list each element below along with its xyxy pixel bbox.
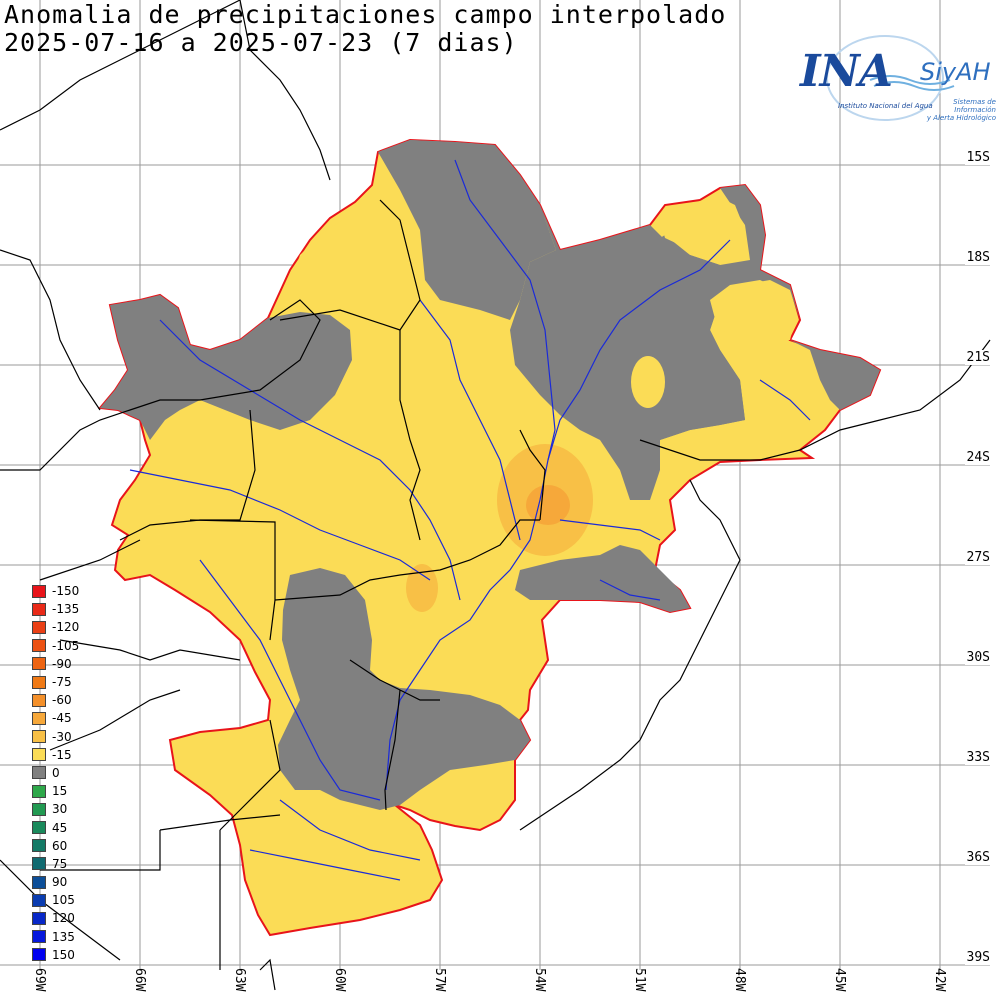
- legend-entry: -75: [32, 673, 79, 691]
- legend-entry: -45: [32, 709, 79, 727]
- legend-swatch: [32, 784, 46, 798]
- longitude-label: 42W: [932, 968, 947, 992]
- legend-swatch: [32, 693, 46, 707]
- legend-entry: 15: [32, 782, 79, 800]
- legend-value: 30: [52, 802, 68, 817]
- legend-swatch: [32, 711, 46, 725]
- anomaly-neg15-patches: [290, 195, 795, 408]
- legend-swatch: [32, 639, 46, 653]
- legend-entry: 135: [32, 928, 79, 946]
- logo-ina-text: INA: [800, 46, 893, 97]
- legend-value: 150: [52, 947, 75, 962]
- legend-entry: -60: [32, 691, 79, 709]
- legend-value: -135: [52, 602, 80, 617]
- longitude-label: 69W: [32, 968, 47, 992]
- legend-entry: -150: [32, 582, 79, 600]
- legend-swatch: [32, 857, 46, 871]
- legend-swatch: [32, 748, 46, 762]
- anomaly-neg30-patches: [406, 444, 593, 612]
- legend-value: -45: [52, 711, 72, 726]
- logo-siyah-text: SiyAH: [920, 58, 991, 86]
- legend-value: -75: [52, 675, 72, 690]
- legend-value: 75: [52, 856, 68, 871]
- legend-entry: -15: [32, 746, 79, 764]
- legend-value: 90: [52, 875, 68, 890]
- legend-entry: -135: [32, 600, 79, 618]
- legend-value: 15: [52, 784, 68, 799]
- legend-entry: 45: [32, 818, 79, 836]
- legend-swatch: [32, 602, 46, 616]
- map-date-range: 2025-07-16 a 2025-07-23 (7 dias): [4, 28, 518, 57]
- latitude-label: 18S: [964, 250, 992, 265]
- legend-entry: -30: [32, 728, 79, 746]
- latitude-label: 30S: [964, 650, 992, 665]
- latitude-label: 39S: [964, 950, 992, 965]
- legend-value: -15: [52, 747, 72, 762]
- legend-entry: -105: [32, 637, 79, 655]
- legend-entry: 120: [32, 909, 79, 927]
- legend-entry: 30: [32, 800, 79, 818]
- legend-swatch: [32, 730, 46, 744]
- legend-swatch: [32, 766, 46, 780]
- legend-entry: -90: [32, 655, 79, 673]
- legend-entry: 0: [32, 764, 79, 782]
- legend-value: -30: [52, 729, 72, 744]
- legend-value: -90: [52, 656, 72, 671]
- legend-entry: 105: [32, 891, 79, 909]
- anomaly-legend: -150 -135 -120 -105 -90 -75 -60 -45 -30 -15 0 15 30 4…: [32, 582, 79, 964]
- legend-swatch: [32, 802, 46, 816]
- legend-swatch: [32, 657, 46, 671]
- legend-swatch: [32, 948, 46, 962]
- legend-value: 120: [52, 911, 75, 926]
- legend-value: 60: [52, 838, 68, 853]
- legend-value: 135: [52, 929, 75, 944]
- legend-swatch: [32, 893, 46, 907]
- legend-swatch: [32, 584, 46, 598]
- legend-swatch: [32, 839, 46, 853]
- latitude-label: 27S: [964, 550, 992, 565]
- legend-value: -150: [52, 584, 80, 599]
- legend-value: 105: [52, 893, 75, 908]
- legend-value: 45: [52, 820, 68, 835]
- longitude-label: 54W: [532, 968, 547, 992]
- legend-value: -105: [52, 638, 80, 653]
- longitude-label: 66W: [132, 968, 147, 992]
- latitude-label: 24S: [964, 450, 992, 465]
- map-title: Anomalia de precipitaciones campo interp…: [4, 0, 727, 29]
- longitude-label: 48W: [732, 968, 747, 992]
- latitude-label: 33S: [964, 750, 992, 765]
- legend-entry: 150: [32, 946, 79, 964]
- legend-value: -120: [52, 620, 80, 635]
- legend-swatch: [32, 821, 46, 835]
- longitude-label: 63W: [232, 968, 247, 992]
- legend-entry: 75: [32, 855, 79, 873]
- latitude-label: 36S: [964, 850, 992, 865]
- longitude-label: 45W: [832, 968, 847, 992]
- longitude-label: 60W: [332, 968, 347, 992]
- legend-entry: -120: [32, 618, 79, 636]
- longitude-label: 51W: [632, 968, 647, 992]
- logo-subtitle-left: Instituto Nacional del Agua: [838, 102, 933, 110]
- legend-swatch: [32, 675, 46, 689]
- legend-swatch: [32, 620, 46, 634]
- logo-swoosh-icon: [826, 35, 955, 121]
- legend-swatch: [32, 930, 46, 944]
- ina-siyah-logo: INA SiyAH Instituto Nacional del Agua Si…: [790, 28, 996, 128]
- logo-subtitle-right-1: Sistemas de Información: [953, 98, 996, 114]
- logo-subtitle-right: Sistemas de Información y Alerta Hidroló…: [918, 98, 996, 122]
- legend-value: 0: [52, 765, 60, 780]
- longitude-label: 57W: [432, 968, 447, 992]
- legend-swatch: [32, 875, 46, 889]
- latitude-label: 15S: [964, 150, 992, 165]
- logo-subtitle-right-2: y Alerta Hidrológico: [926, 114, 996, 122]
- legend-value: -60: [52, 693, 72, 708]
- anomaly-zero-zones: [100, 140, 880, 810]
- latitude-label: 21S: [964, 350, 992, 365]
- legend-swatch: [32, 911, 46, 925]
- legend-entry: 90: [32, 873, 79, 891]
- legend-entry: 60: [32, 837, 79, 855]
